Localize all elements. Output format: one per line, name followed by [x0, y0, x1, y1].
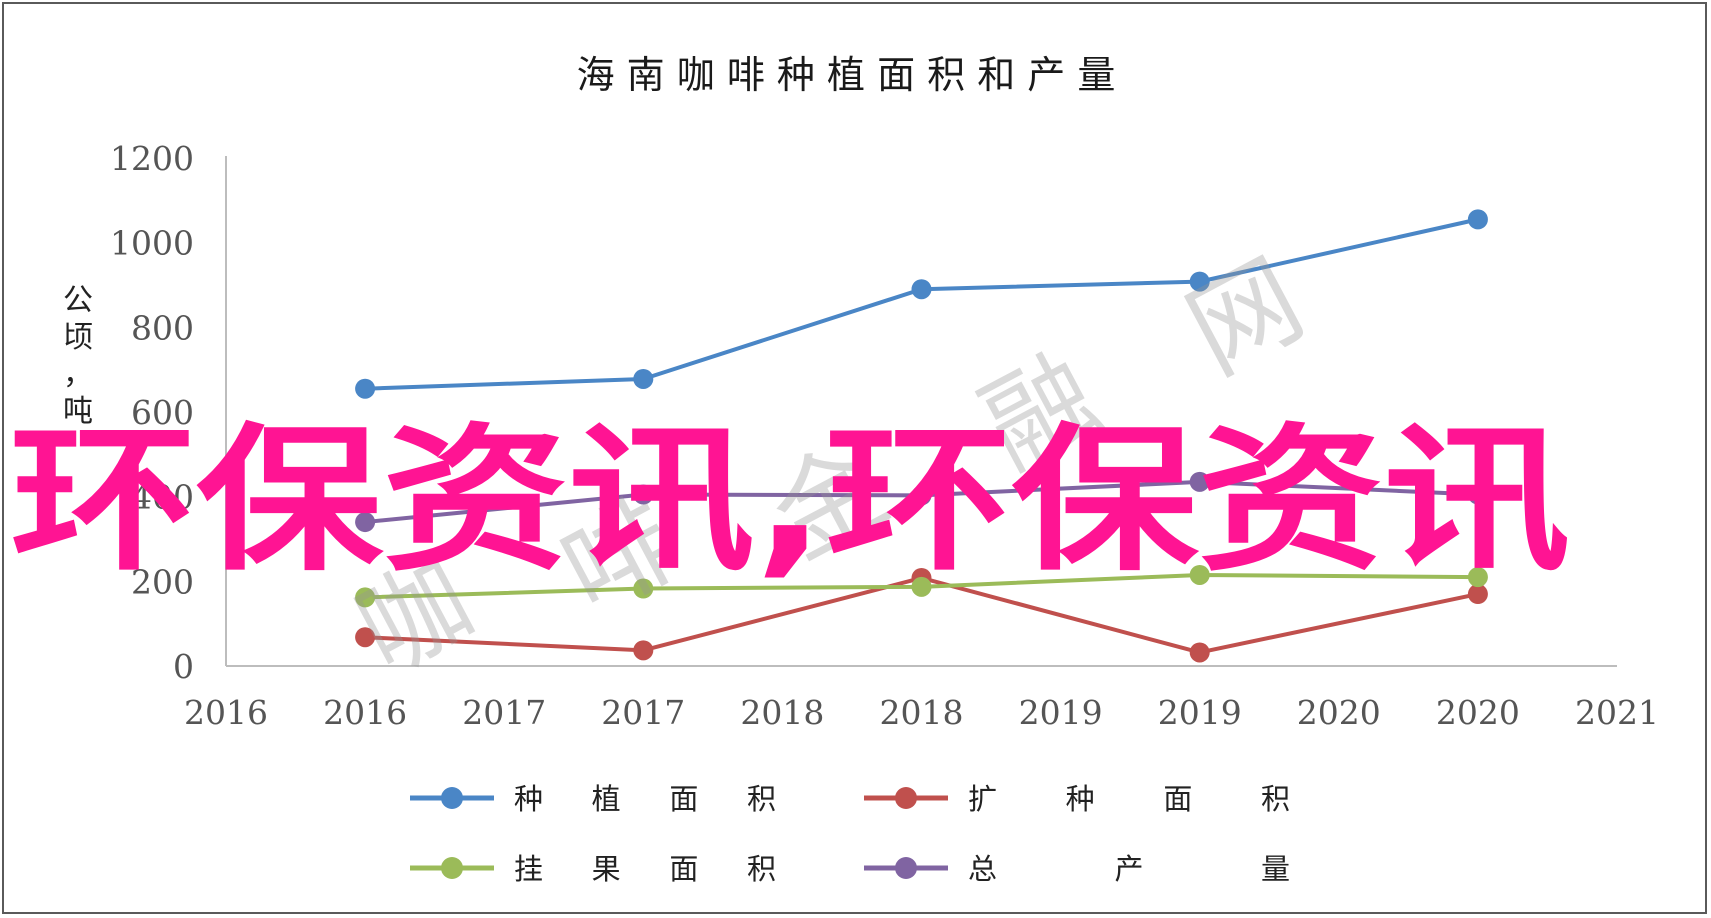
legend-label: 总 产 量 — [968, 852, 1290, 886]
x-tick-label: 2016 — [323, 693, 407, 732]
legend: 种 植 面 积 扩 种 面 积挂 果 面 积 总 产 量 — [410, 782, 1290, 886]
data-point — [633, 368, 654, 389]
legend-swatch-marker — [895, 857, 917, 879]
x-tick-label: 2021 — [1575, 693, 1659, 732]
y-tick-label: 400 — [131, 478, 194, 517]
x-tick-label: 2017 — [601, 693, 685, 732]
data-point — [911, 485, 932, 506]
y-tick-label: 1000 — [110, 224, 194, 263]
data-point — [911, 576, 932, 597]
axes — [225, 156, 1617, 667]
data-point — [1467, 209, 1488, 230]
x-tick-label: 2020 — [1436, 693, 1520, 732]
data-point — [633, 484, 654, 505]
y-axis-label-char: 公 — [63, 283, 93, 318]
data-point — [1467, 567, 1488, 588]
y-tick-label: 200 — [131, 562, 194, 601]
legend-swatch-marker — [441, 857, 463, 879]
chart-title: 海 南 咖 啡 种 植 面 积 和 产 量 — [577, 53, 1116, 97]
x-tick-label: 2020 — [1297, 693, 1381, 732]
y-tick-label: 600 — [131, 393, 194, 432]
y-tick-label: 1200 — [110, 139, 194, 178]
y-axis-label-group: 公顷，吨 — [63, 283, 93, 429]
y-axis-label-char: 吨 — [63, 394, 93, 429]
data-point — [355, 587, 376, 608]
x-tick-label: 2016 — [184, 693, 268, 732]
data-point — [1189, 271, 1210, 292]
y-axis-label-char: ， — [63, 357, 93, 392]
x-tick-label: 2018 — [740, 693, 824, 732]
data-point — [633, 578, 654, 599]
data-point — [355, 627, 376, 648]
legend-swatch-marker — [441, 787, 463, 809]
legend-swatch-marker — [895, 787, 917, 809]
legend-label: 挂 果 面 积 — [514, 852, 776, 886]
data-point — [355, 378, 376, 399]
data-point — [1467, 484, 1488, 505]
data-point — [1189, 564, 1210, 585]
data-point — [1467, 584, 1488, 605]
series-line — [365, 217, 1479, 391]
x-tick-label: 2019 — [1158, 693, 1242, 732]
watermark-text: 环保资讯,环保资讯 — [10, 409, 1570, 593]
data-point — [911, 279, 932, 300]
x-ticks: 2016 2016 2017 2017 2018 2018 2019 2019 2020 2020… — [184, 693, 1659, 732]
data-point — [1189, 471, 1210, 492]
x-tick-label: 2018 — [880, 693, 964, 732]
legend-label: 扩 种 面 积 — [968, 782, 1290, 816]
y-tick-label: 0 — [173, 647, 194, 686]
legend-label: 种 植 面 积 — [514, 782, 776, 816]
y-axis-label-char: 顷 — [63, 320, 93, 355]
x-tick-label: 2017 — [462, 693, 546, 732]
y-ticks: 0 200 400 600 800 1000 1200 — [110, 139, 194, 686]
data-point — [1189, 642, 1210, 663]
y-tick-label: 800 — [131, 308, 194, 347]
x-tick-label: 2019 — [1019, 693, 1103, 732]
series-layer — [355, 209, 1488, 663]
data-point — [355, 512, 376, 533]
data-point — [633, 640, 654, 661]
